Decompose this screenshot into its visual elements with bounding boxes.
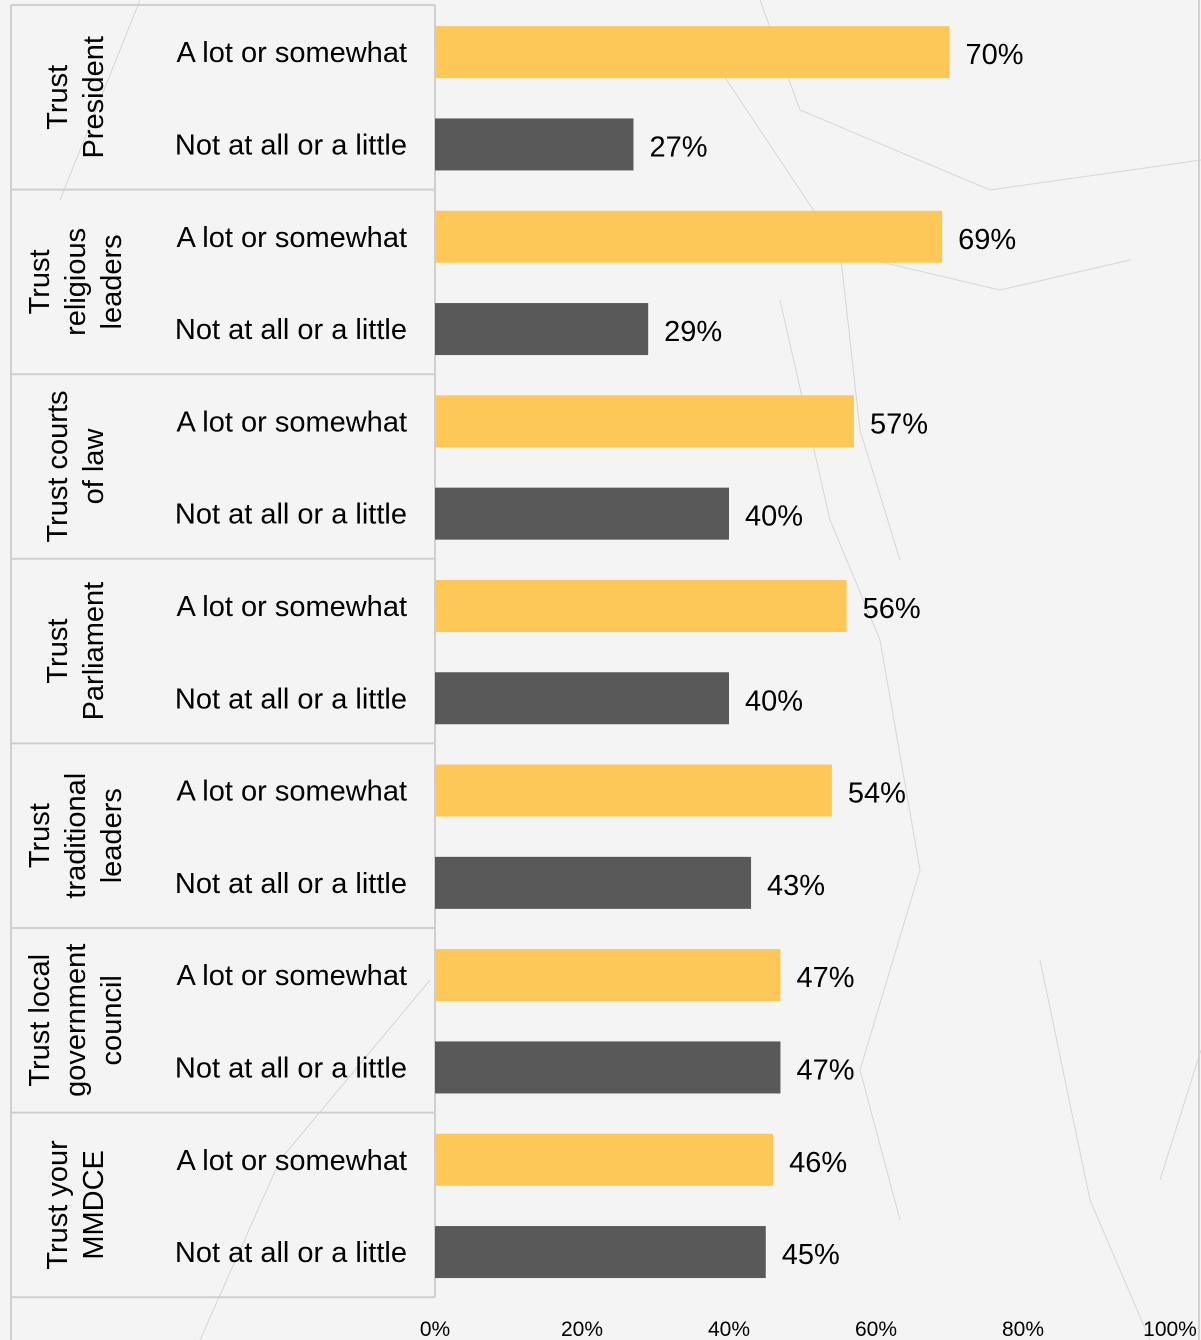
category-label: Not at all or a little	[175, 129, 407, 161]
x-tick-label: 0%	[420, 1318, 450, 1340]
group-label: Trust traditional leaders	[24, 773, 128, 899]
bar	[435, 764, 832, 817]
group-label-line: government	[60, 944, 92, 1097]
category-label: A lot or somewhat	[177, 591, 408, 623]
group-label-line: Trust local	[24, 954, 56, 1087]
group-label-line: Trust your	[42, 1140, 74, 1270]
group-label-line: traditional	[60, 773, 92, 899]
data-label: 27%	[649, 131, 707, 163]
category-label: Not at all or a little	[175, 314, 407, 346]
group-label-line: Trust	[42, 65, 74, 130]
category-label: A lot or somewhat	[177, 222, 408, 254]
data-label: 40%	[745, 685, 803, 717]
group-label: Trust Parliament	[42, 582, 110, 721]
group-label-line: religious	[60, 228, 92, 336]
group-label: Trust courts of law	[42, 390, 110, 542]
data-label: 29%	[664, 316, 722, 348]
bar	[435, 1133, 774, 1186]
data-label: 57%	[870, 408, 928, 440]
x-axis: 0% 20% 40% 60% 80% 100%	[420, 1318, 1197, 1340]
group-label: Trust your MMDCE	[42, 1140, 110, 1270]
group-label-line: Trust	[42, 619, 74, 684]
bar	[435, 303, 649, 356]
bar	[435, 118, 634, 171]
category-label: A lot or somewhat	[177, 1145, 408, 1177]
category-label: A lot or somewhat	[177, 406, 408, 438]
data-label: 40%	[745, 501, 803, 533]
data-label: 56%	[863, 593, 921, 625]
category-label: A lot or somewhat	[177, 960, 408, 992]
group-label-line: of law	[78, 428, 110, 505]
group-label-line: Parliament	[78, 582, 110, 721]
x-tick-label: 80%	[1002, 1318, 1044, 1340]
data-label: 69%	[958, 224, 1016, 256]
bar	[435, 210, 943, 263]
data-label: 43%	[767, 870, 825, 902]
category-label: Not at all or a little	[175, 683, 407, 715]
bar	[435, 949, 781, 1002]
category-label: Not at all or a little	[175, 1052, 407, 1084]
group-label-line: council	[96, 975, 128, 1065]
group-label-line: Trust	[24, 249, 56, 314]
group-label-line: MMDCE	[78, 1150, 110, 1260]
bar	[435, 856, 752, 909]
group-label-line: Trust courts	[42, 390, 74, 542]
bar	[435, 487, 729, 540]
data-label: 45%	[782, 1239, 840, 1271]
group-label: Trust local government council	[24, 944, 128, 1097]
category-label: Not at all or a little	[175, 499, 407, 531]
group-label-line: Trust	[24, 803, 56, 868]
bars-layer	[435, 26, 950, 1279]
bar	[435, 395, 854, 448]
bar	[435, 672, 729, 725]
category-label: A lot or somewhat	[177, 776, 408, 808]
category-label: Not at all or a little	[175, 1237, 407, 1269]
bar	[435, 579, 847, 632]
group-label-line: President	[78, 36, 110, 159]
data-label: 47%	[796, 962, 854, 994]
labels-layer: Trust President A lot or somewhat 70%Not at…	[24, 36, 1024, 1271]
data-label: 54%	[848, 778, 906, 810]
data-label: 46%	[789, 1147, 847, 1179]
background-texture	[59, 0, 1201, 1340]
x-tick-label: 100%	[1143, 1318, 1197, 1340]
group-label: Trust religious leaders	[24, 228, 128, 336]
x-tick-label: 40%	[708, 1318, 750, 1340]
category-label: A lot or somewhat	[177, 37, 408, 69]
category-label: Not at all or a little	[175, 868, 407, 900]
bar	[435, 1041, 781, 1094]
bar	[435, 1226, 766, 1279]
data-label: 70%	[966, 39, 1024, 71]
group-label-line: leaders	[96, 788, 128, 883]
group-label-line: leaders	[96, 234, 128, 329]
data-label: 47%	[796, 1054, 854, 1086]
x-tick-label: 60%	[855, 1318, 897, 1340]
group-label: Trust President	[42, 36, 110, 159]
bar	[435, 26, 950, 79]
x-tick-label: 20%	[561, 1318, 603, 1340]
